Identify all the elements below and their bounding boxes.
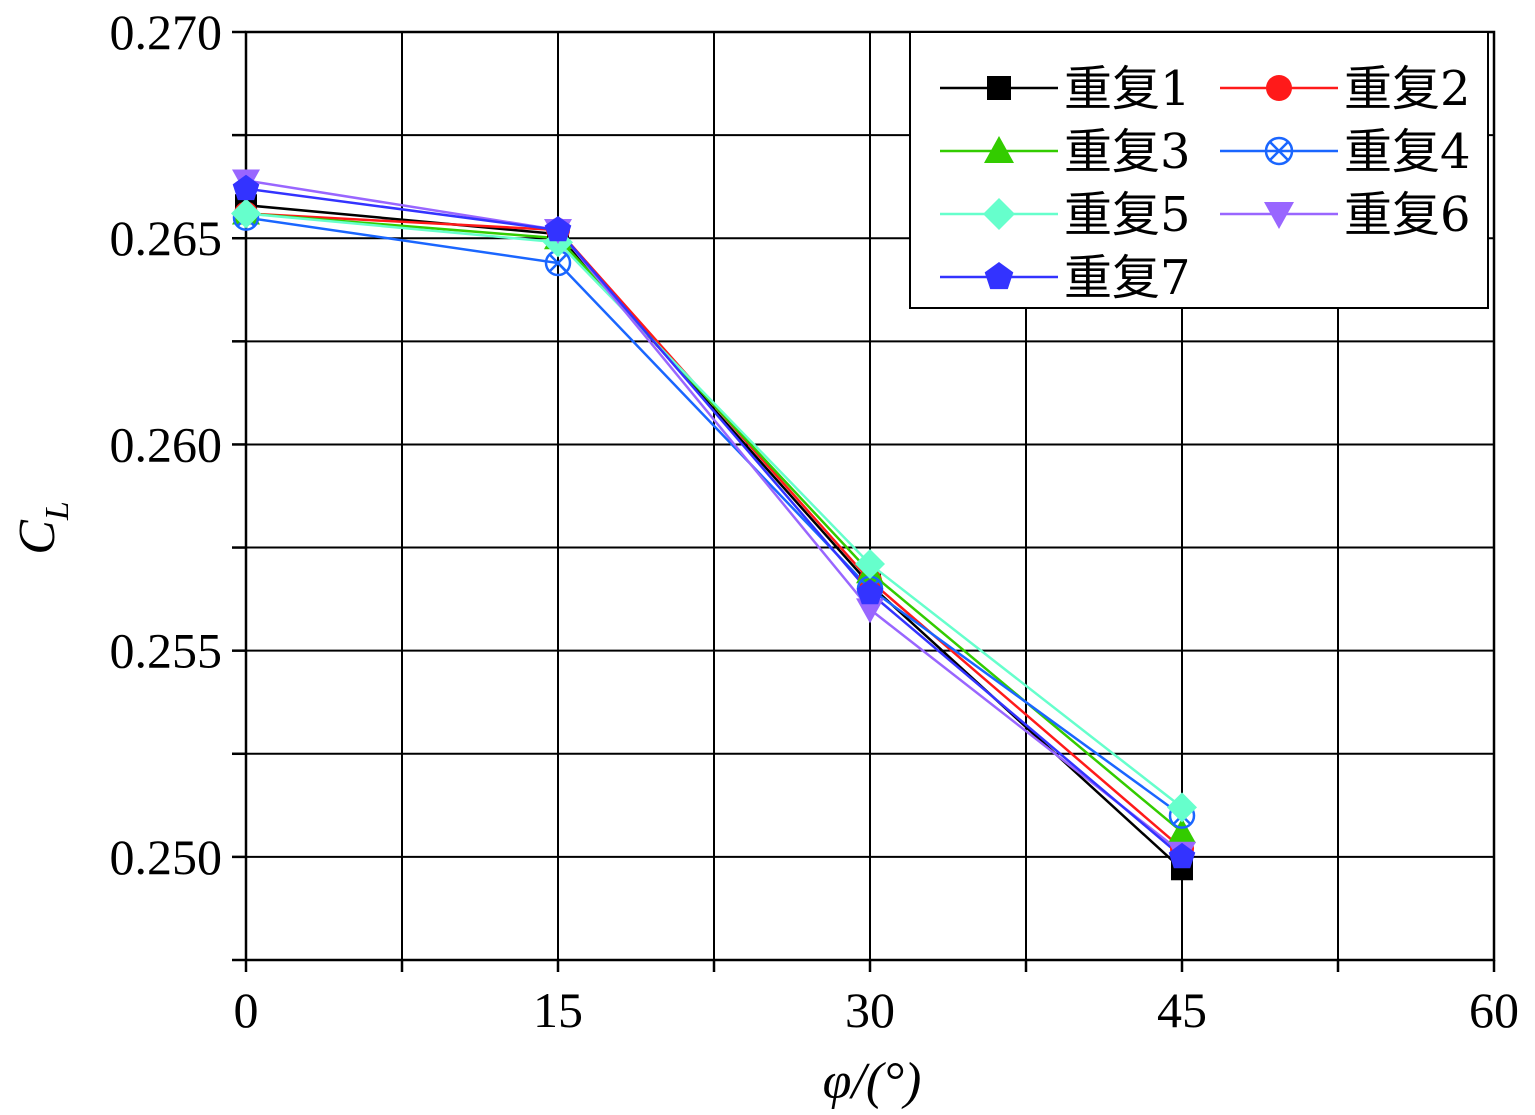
series-line: [245, 203, 1183, 871]
marker-square: [987, 76, 1011, 100]
series-line: [245, 187, 1183, 858]
legend-item-1: 重复1: [940, 61, 1191, 117]
x-tick-label: 15: [533, 982, 583, 1038]
y-tick-label: 0.250: [110, 829, 223, 885]
legend-item-2: 重复2: [1220, 61, 1471, 117]
marker-diamond: [855, 549, 885, 580]
legend-item-4: 重复4: [1220, 124, 1471, 180]
x-tick-label: 45: [1157, 982, 1207, 1038]
legend-label: 重复3: [1064, 124, 1191, 180]
series-5: [245, 212, 1183, 809]
legend-label: 重复1: [1064, 61, 1191, 117]
marker-pentagon: [544, 216, 572, 242]
legend-item-5: 重复5: [940, 187, 1191, 243]
axes: [232, 30, 1496, 972]
series-line: [245, 179, 1183, 854]
y-tick-label: 0.255: [110, 623, 223, 679]
marker-pentagon: [856, 578, 884, 605]
y-tick-label: 0.265: [110, 210, 223, 266]
x-tick-label: 60: [1469, 982, 1519, 1038]
marker-circle: [1266, 75, 1292, 101]
marker-triangle-up: [984, 136, 1014, 163]
marker-triangle-down: [856, 598, 884, 624]
marker-diamond: [1167, 792, 1197, 823]
legend-label: 重复2: [1344, 61, 1471, 117]
marker-circle-x-stroke: [1269, 141, 1289, 161]
marker-circle-x-stroke: [548, 253, 568, 273]
marker-triangle-down: [1264, 202, 1294, 229]
x-tick-label: 0: [234, 982, 259, 1038]
marker-circle-x-ring: [1264, 136, 1294, 166]
legend-item-7: 重复7: [940, 250, 1191, 306]
legend-label: 重复7: [1064, 250, 1191, 306]
series-1: [245, 203, 1183, 871]
series-7-points: [232, 174, 1196, 869]
series-line: [245, 216, 1183, 817]
y-axis-title-sub: L: [39, 501, 76, 521]
legend-item-6: 重复6: [1220, 187, 1471, 243]
y-axis-title-main: C: [9, 519, 66, 555]
marker-diamond: [983, 198, 1015, 230]
legend-label: 重复4: [1344, 124, 1471, 180]
legend-label: 重复5: [1064, 187, 1191, 243]
marker-triangle-up: [1168, 818, 1196, 844]
marker-circle-x: [1264, 136, 1294, 166]
y-tick-label: 0.270: [110, 4, 223, 60]
legend: 重复1 重复2 重复3 重复4 重复5 重复6 重复7: [909, 31, 1489, 309]
legend-label: 重复6: [1344, 187, 1471, 243]
series-6: [245, 179, 1183, 854]
series-4: [245, 216, 1183, 817]
marker-pentagon: [232, 174, 260, 201]
tick-labels: 0 15 30 45 60 0.250 0.255 0.260 0.265 0.270: [110, 4, 1520, 1038]
y-tick-label: 0.260: [110, 416, 223, 472]
marker-pentagon: [1168, 842, 1196, 869]
x-tick-label: 30: [845, 982, 895, 1038]
x-axis-title: φ/(°): [823, 1053, 922, 1110]
series-7: [245, 187, 1183, 858]
series-layer: [231, 169, 1197, 881]
marker-diamond: [231, 198, 261, 229]
y-axis-title: CL: [9, 501, 76, 555]
series-line: [245, 212, 1183, 809]
marker-pentagon: [984, 262, 1014, 290]
legend-item-3: 重复3: [940, 124, 1191, 180]
